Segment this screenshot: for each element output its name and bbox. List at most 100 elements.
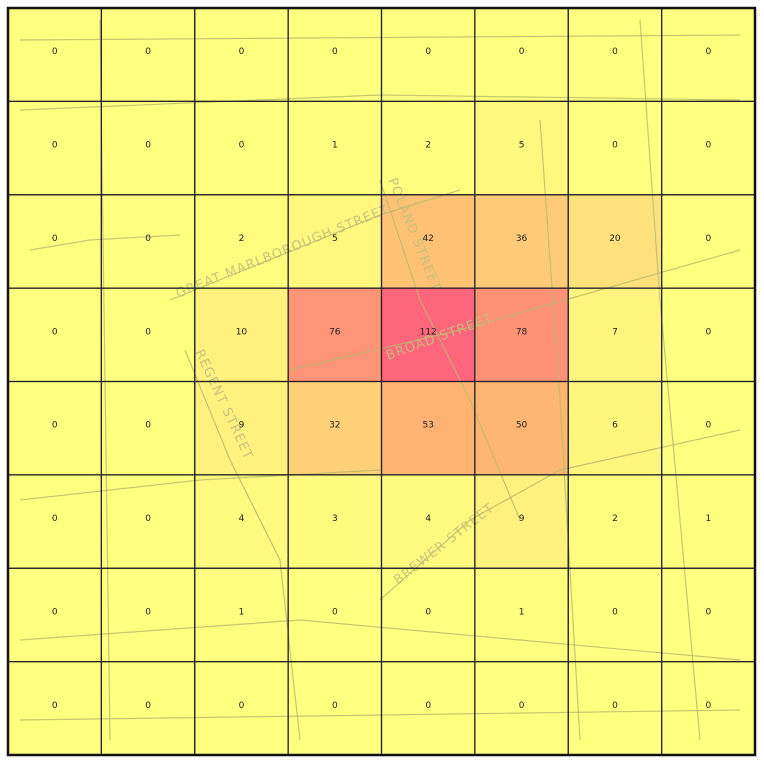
heat-cell [381,8,475,102]
heat-cell [101,194,195,289]
heat-cell [101,288,195,382]
heat-cell [194,474,289,569]
cell-count: 0 [52,47,58,57]
heat-cell [661,8,755,102]
cell-count: 112 [420,327,437,337]
cell-count: 9 [239,421,245,431]
heat-cell [474,568,569,662]
cell-count: 0 [145,141,151,151]
cell-count: 0 [239,701,245,711]
heat-cell [288,381,382,475]
heat-cell [194,288,289,382]
street [19,619,741,661]
heat-cell [661,288,755,382]
street [169,189,461,301]
heat-cell [474,8,569,102]
cell-count: 76 [329,327,341,337]
heat-cell [568,661,662,755]
cell-count: 7 [612,327,618,337]
heat-cell [474,101,569,195]
cell-count: 20 [609,234,621,244]
cell-count: 2 [612,514,618,524]
heat-cell [568,8,662,102]
map-frame [6,6,757,757]
cell-count: 0 [239,47,245,57]
cell-count: 53 [422,421,433,431]
cell-count: 0 [52,701,58,711]
cell-count: 0 [52,421,58,431]
cell-count: 0 [612,141,618,151]
heat-cell [101,381,195,475]
heat-cell [474,474,569,569]
heat-cell [101,568,195,662]
heat-cell [288,194,382,289]
heat-cell [568,474,662,569]
heat-cell [474,194,569,289]
cell-count: 0 [425,607,431,617]
cell-count: 1 [239,607,245,617]
cell-count: 1 [519,607,525,617]
cell-count: 0 [52,327,58,337]
heat-cell [661,101,755,195]
cell-count: 0 [145,327,151,337]
heat-cell [381,194,475,289]
streets [19,19,741,741]
cell-count: 0 [705,141,711,151]
street [289,249,741,371]
cell-count: 5 [519,141,525,151]
street [184,349,301,741]
heat-cell [288,288,382,382]
cell-count: 0 [145,421,151,431]
cell-count: 0 [52,514,58,524]
cell-count: 9 [519,514,525,524]
cell-count: 36 [516,234,528,244]
cell-count: 42 [422,234,433,244]
heat-cell [474,381,569,475]
cell-count: 0 [425,47,431,57]
cell-count: 0 [612,607,618,617]
cell-count: 1 [332,141,338,151]
street [379,429,741,601]
heat-cell [194,381,289,475]
cell-count: 0 [332,47,338,57]
cell-count: 0 [705,701,711,711]
heat-cell [194,101,289,195]
heat-cell [8,474,102,569]
heat-cell [288,101,382,195]
heat-cell [381,288,475,382]
cell-count: 4 [425,514,431,524]
cell-count: 32 [329,421,340,431]
cell-count: 6 [612,421,618,431]
cell-count: 0 [52,234,58,244]
heat-cell [381,474,475,569]
heat-cell [661,661,755,755]
heat-cell [194,568,289,662]
heat-cell [288,8,382,102]
heat-cell [101,474,195,569]
heat-cell [101,8,195,102]
heat-cell [288,474,382,569]
heat-cell [568,101,662,195]
heat-cell [194,8,289,102]
cell-count: 0 [519,701,525,711]
street [379,179,521,521]
cell-labels: 0 0 0 0 0 0 0 00 0 0 1 2 5 0 00 0 2 5 42 36 20 00 0 10 76 112 78 7 0… [52,47,712,711]
heat-cell [568,288,662,382]
cell-count: 0 [705,234,711,244]
cell-count: 1 [705,514,711,524]
street [19,709,741,721]
heat-cell [661,568,755,662]
heat-cell [568,381,662,475]
street [19,94,741,111]
heat-cell [8,661,102,755]
heat-cell [381,381,475,475]
cell-count: 0 [519,47,525,57]
cell-count: 0 [705,47,711,57]
cell-count: 2 [425,141,431,151]
heat-cells [8,8,755,755]
street [639,19,701,741]
heat-cell [101,661,195,755]
cell-count: 0 [705,607,711,617]
